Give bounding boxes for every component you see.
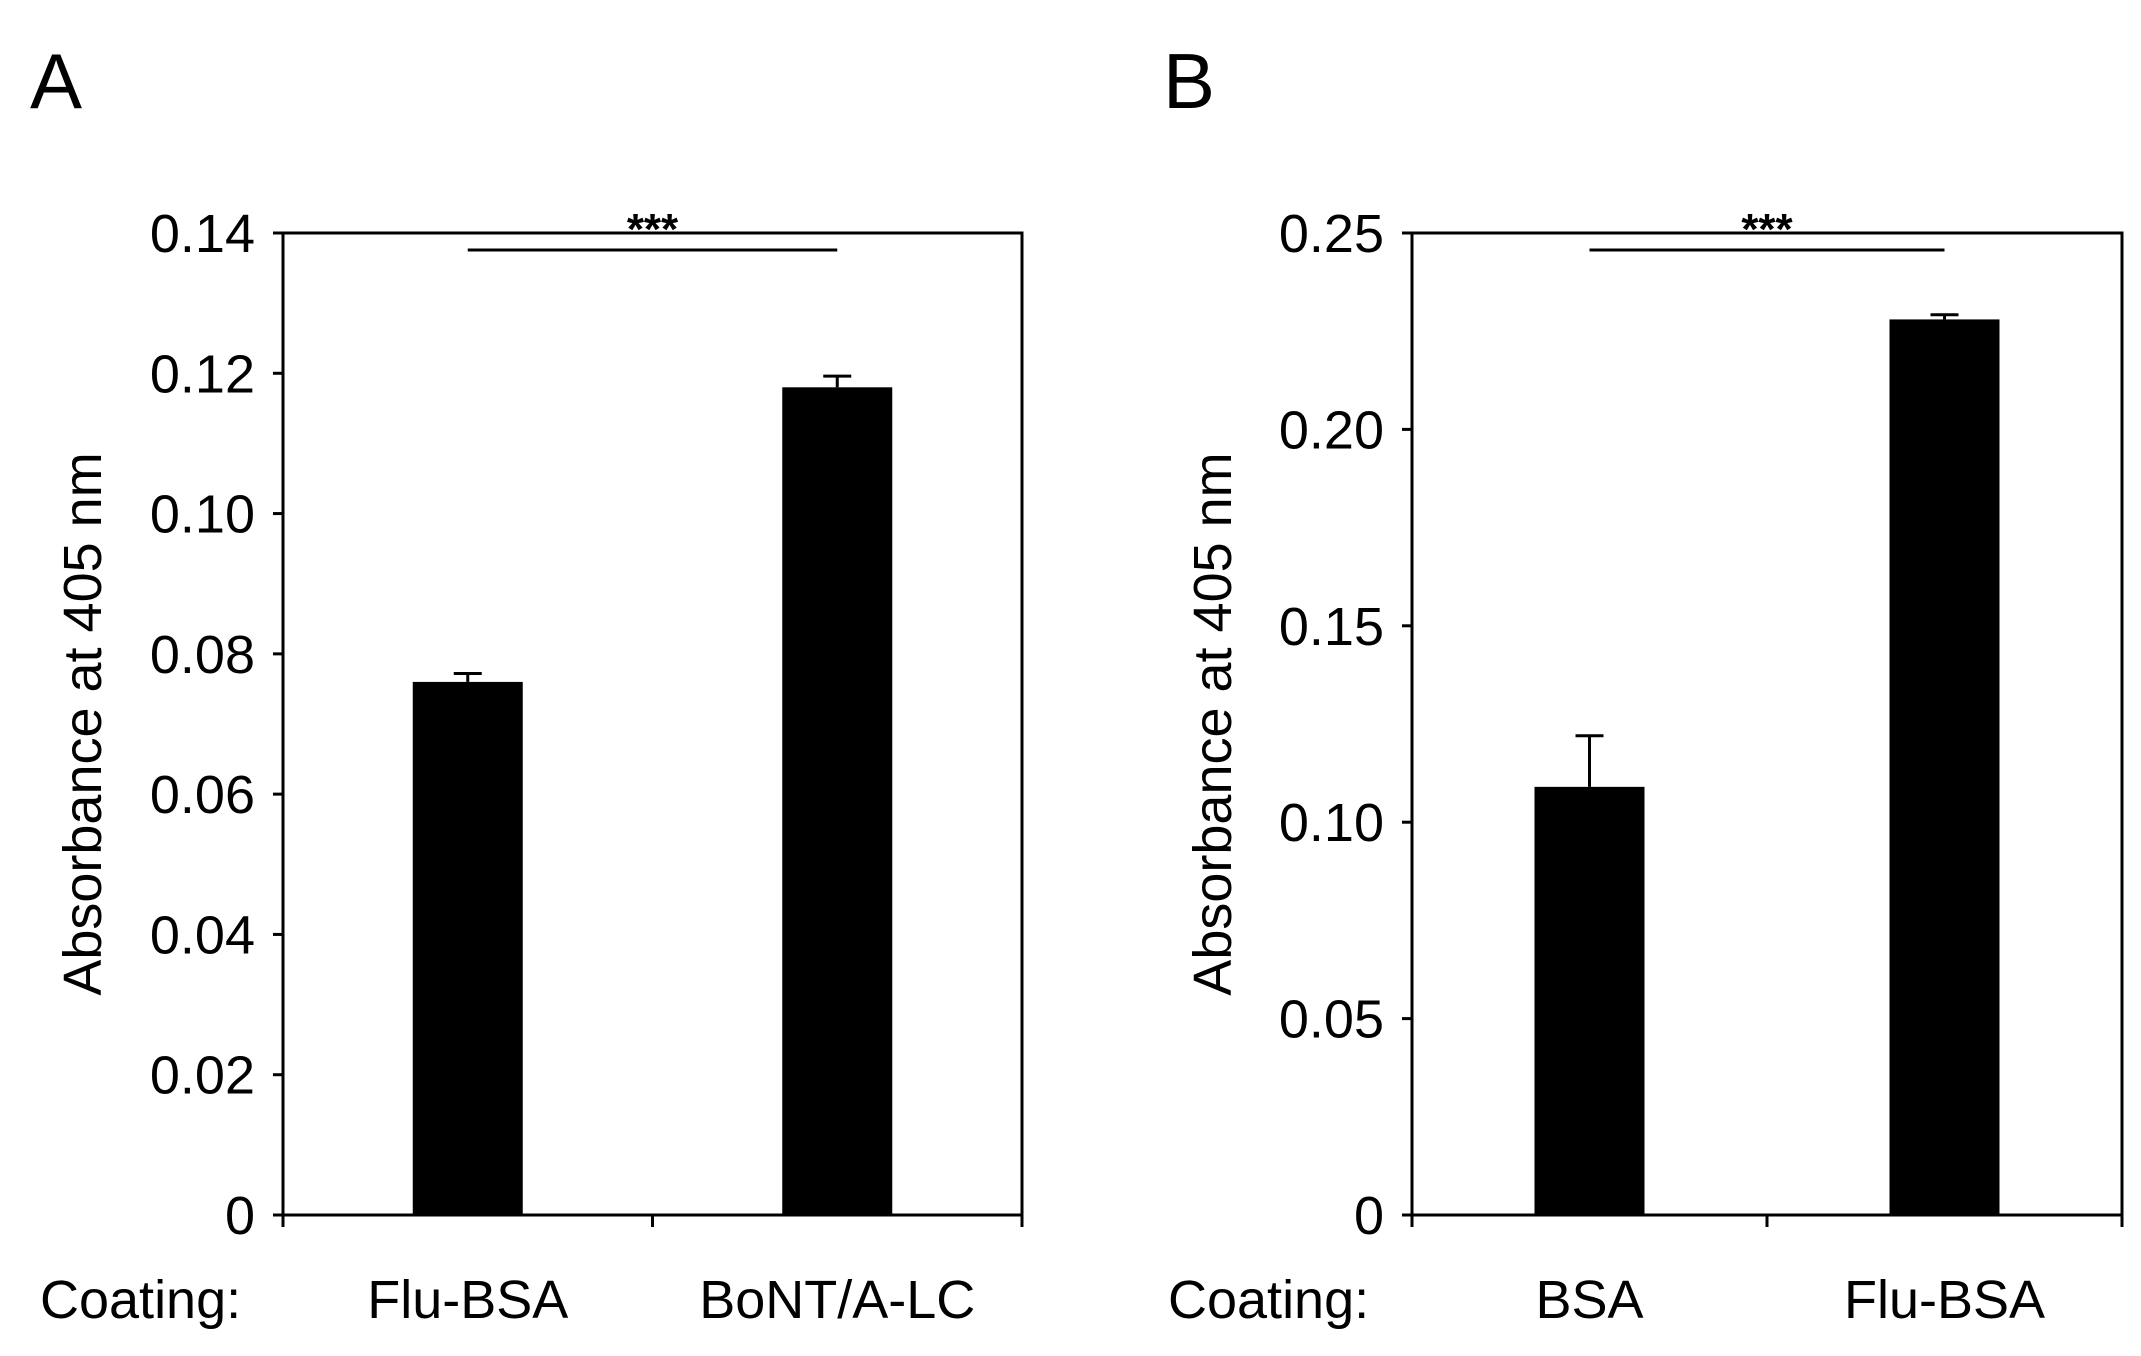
y-tick-label: 0.02 [150,1046,255,1106]
y-tick-label: 0.10 [150,485,255,545]
bar [1534,786,1645,1215]
y-tick-label: 0.12 [150,344,255,404]
y-tick-label: 0.15 [1279,597,1384,657]
panel-a: A 0 0.02 0.04 0.06 0.08 0.10 0.12 0.14 Absorbance… [30,37,1024,1330]
y-tick-label: 0.14 [150,204,255,264]
y-tick-label: 0.05 [1279,990,1384,1050]
bar [1889,319,2000,1215]
x-category-label: BSA [1535,1270,1643,1330]
coating-label: Coating: [1168,1270,1369,1330]
x-category-label: Flu-BSA [1844,1270,2045,1330]
y-tick-label: 0.25 [1279,204,1384,264]
x-category-label: Flu-BSA [367,1270,568,1330]
y-axis-title: Absorbance at 405 nm [53,452,113,995]
y-tick-label: 0.20 [1279,400,1384,460]
y-tick-label: 0.04 [150,905,255,965]
y-tick-label: 0 [1354,1186,1384,1246]
bar [782,387,893,1215]
coating-label: Coating: [40,1270,241,1330]
panel-b: B 0 0.05 0.10 0.15 0.20 0.25 Absorbance at 405 … [1163,37,2124,1330]
plot-frame [1410,231,2124,1217]
y-tick-label: 0 [225,1186,255,1246]
bar [412,681,523,1215]
x-category-label: BoNT/A-LC [699,1270,975,1330]
y-tick-label: 0.10 [1279,793,1384,853]
plot-frame [281,231,1024,1217]
y-tick-label: 0.06 [150,765,255,825]
y-tick-label: 0.08 [150,625,255,685]
significance-label: *** [1741,205,1793,254]
panel-letter: A [30,37,82,125]
y-axis-title: Absorbance at 405 nm [1183,452,1243,995]
panel-letter: B [1163,37,1215,125]
significance-label: *** [627,205,679,254]
